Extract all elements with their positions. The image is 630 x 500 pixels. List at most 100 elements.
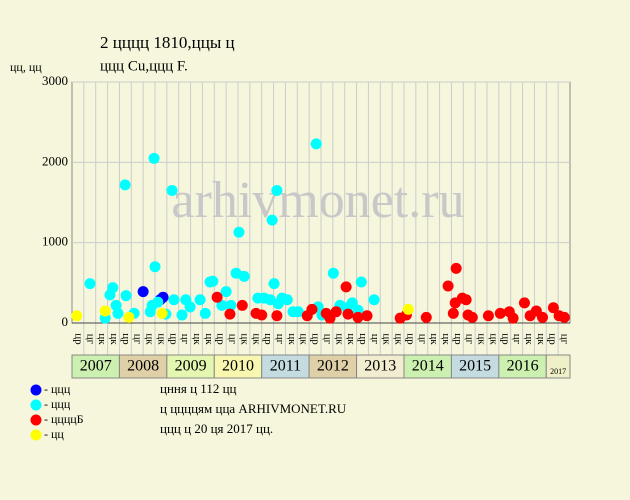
point — [340, 281, 352, 293]
point — [211, 291, 223, 303]
point — [361, 310, 373, 322]
point — [420, 311, 432, 323]
point — [148, 152, 160, 164]
point — [368, 294, 380, 306]
x-tick-label: 2011 — [270, 358, 301, 375]
quarter-label: цк — [250, 333, 262, 345]
note: ц ццццям цца ARHIVMONET.RU — [160, 401, 347, 416]
point — [236, 299, 248, 311]
point — [123, 311, 135, 323]
point — [402, 303, 414, 315]
x-tick-label: 2014 — [412, 358, 444, 375]
legend-marker — [30, 399, 42, 411]
quarter-label: цр — [262, 333, 274, 345]
point — [199, 307, 211, 319]
x-tick-label: 2010 — [222, 358, 254, 375]
point — [266, 214, 278, 226]
point — [536, 311, 548, 323]
x-tick-label: 2016 — [507, 358, 539, 375]
point — [442, 280, 454, 292]
quarter-label: цк — [96, 333, 108, 345]
quarter-label: цг — [559, 334, 571, 345]
quarter-label: цг — [274, 334, 286, 345]
x-tick-label: 2012 — [317, 358, 349, 375]
point — [558, 311, 570, 323]
point — [447, 307, 459, 319]
chart-title: 2 цццц 1810,ццы ц — [100, 33, 235, 52]
point — [225, 299, 237, 311]
point — [271, 310, 283, 322]
quarter-label: цк — [298, 333, 310, 345]
quarter-label: цг — [227, 334, 239, 345]
note: ццц ц 20 ця 2017 цц. — [160, 421, 273, 436]
quarter-label: цг — [84, 334, 96, 345]
quarter-label: цк — [440, 333, 452, 345]
point — [168, 294, 180, 306]
point — [306, 303, 318, 315]
point — [507, 312, 519, 324]
quarter-label: цк — [381, 333, 393, 345]
point — [327, 267, 339, 279]
point — [268, 278, 280, 290]
point — [99, 305, 111, 317]
point — [256, 309, 268, 321]
point — [71, 310, 83, 322]
point — [137, 286, 149, 298]
point — [220, 286, 232, 298]
point — [310, 138, 322, 150]
quarter-label: цк — [144, 333, 156, 345]
watermark: arhivmonet.ru — [171, 172, 464, 229]
quarter-label: цг — [416, 334, 428, 345]
quarter-label: цр — [215, 333, 227, 345]
point — [84, 278, 96, 290]
x-tick-label: 2013 — [364, 358, 396, 375]
legend-label: - ццц — [44, 382, 71, 396]
legend-marker — [30, 429, 42, 441]
x-tick-label: 2015 — [459, 358, 491, 375]
point — [120, 290, 132, 302]
point — [238, 270, 250, 282]
quarter-label: цк — [476, 333, 488, 345]
point — [184, 301, 196, 313]
chart-subtitle: ццц Cu,ццц F. — [100, 58, 188, 74]
point — [112, 307, 124, 319]
point — [466, 311, 478, 323]
point — [207, 275, 219, 287]
point — [176, 309, 188, 321]
legend-label: - ццц — [44, 397, 71, 411]
quarter-label: цг — [511, 334, 523, 345]
quarter-label: цг — [132, 334, 144, 345]
quarter-label: цр — [167, 333, 179, 345]
quarter-label: цг — [321, 334, 333, 345]
x-tick-label: 2009 — [175, 358, 207, 375]
note: цння ц 112 цц — [160, 381, 237, 396]
quarter-label: цр — [452, 333, 464, 345]
point — [547, 302, 559, 314]
point — [342, 308, 354, 320]
point — [355, 276, 367, 288]
quarter-label: цк — [523, 333, 535, 345]
point — [233, 226, 245, 238]
quarter-label: цк — [191, 333, 203, 345]
y-axis-label: цц, цц — [10, 60, 42, 74]
quarter-label: цр — [310, 333, 322, 345]
point — [460, 294, 472, 306]
point — [194, 294, 206, 306]
y-tick-label: 1000 — [42, 234, 68, 249]
quarter-label: цр — [404, 333, 416, 345]
point — [216, 299, 228, 311]
quarter-label: цр — [547, 333, 559, 345]
quarter-label: цр — [120, 333, 132, 345]
point — [224, 308, 236, 320]
y-tick-label: 0 — [62, 314, 69, 329]
point — [450, 262, 462, 274]
quarter-label: цк — [428, 333, 440, 345]
point — [482, 310, 494, 322]
point — [281, 294, 293, 306]
legend-label: - цц — [44, 427, 64, 441]
legend-marker — [30, 384, 42, 396]
quarter-label: цк — [345, 333, 357, 345]
x-tick-label: 2008 — [127, 358, 159, 375]
point — [271, 184, 283, 196]
point — [152, 296, 164, 308]
